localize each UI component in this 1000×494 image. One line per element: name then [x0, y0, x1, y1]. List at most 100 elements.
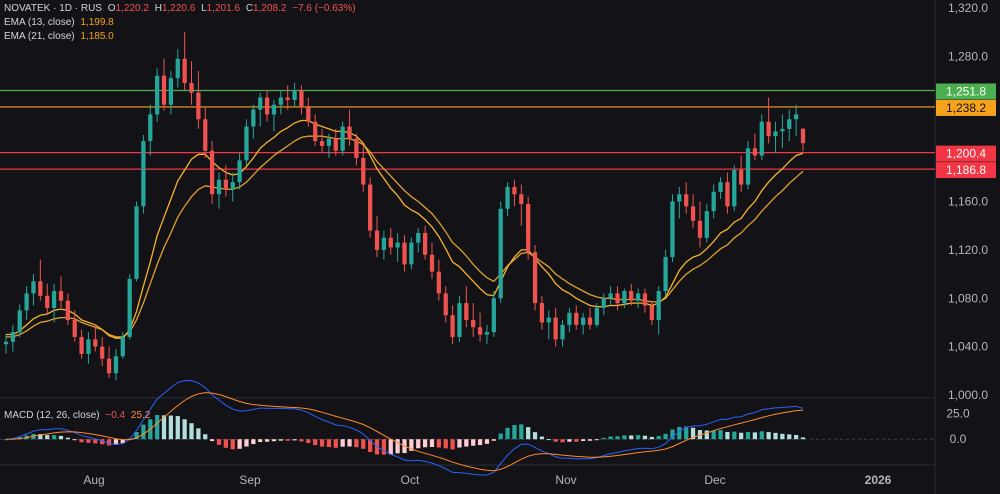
- macd-histogram-bar: [38, 434, 43, 440]
- candle-body: [251, 109, 256, 127]
- macd-histogram-bar: [615, 436, 620, 440]
- time-tick-label: 2026: [865, 473, 892, 487]
- macd-histogram-bar: [271, 439, 277, 442]
- candle-body: [182, 58, 187, 83]
- macd-tick-label: 25.0: [946, 406, 970, 420]
- macd-histogram-bar: [567, 439, 572, 442]
- macd-histogram-bar: [264, 439, 270, 442]
- change-value: −7.6 (−0.63%): [292, 3, 356, 14]
- macd-histogram-bar: [594, 439, 600, 441]
- candle-body: [601, 298, 606, 308]
- signal-line: [5, 392, 804, 472]
- macd-histogram-bar: [800, 437, 806, 440]
- candle-body: [134, 206, 139, 279]
- macd-histogram-bar: [285, 439, 290, 441]
- macd-histogram-bar: [93, 439, 98, 444]
- macd-histogram-bar: [773, 432, 778, 440]
- macd-histogram-bar: [484, 439, 490, 444]
- candle-body: [196, 92, 201, 120]
- candle-body: [745, 148, 751, 185]
- candle-body: [86, 339, 91, 354]
- candle-body: [381, 237, 387, 250]
- candle-body: [642, 293, 648, 306]
- candle-body: [292, 90, 297, 100]
- candle-body: [127, 278, 132, 337]
- macd-histogram-bar: [787, 434, 792, 440]
- macd-histogram-bar: [189, 423, 194, 440]
- macd-histogram-bar: [429, 439, 435, 447]
- candle-body: [443, 293, 448, 316]
- candle-body: [766, 121, 771, 137]
- macd-histogram-bar: [739, 432, 744, 440]
- candle-body: [725, 182, 730, 207]
- candle-body: [106, 358, 112, 374]
- candle-body: [340, 126, 345, 151]
- macd-histogram-bar: [175, 416, 180, 440]
- macd-histogram-bar: [526, 427, 531, 440]
- candle-body: [684, 194, 689, 207]
- price-level-tag: [936, 99, 996, 116]
- macd-histogram-bar: [319, 439, 325, 447]
- candle-body: [168, 78, 174, 105]
- candle-body: [79, 336, 84, 354]
- candle-body: [58, 290, 64, 301]
- candle-body: [656, 290, 661, 321]
- price-level-tag: [936, 83, 996, 100]
- low-value: 1,201.6: [206, 3, 241, 14]
- candle-body: [477, 327, 483, 335]
- high-value: 1,220.6: [161, 3, 196, 14]
- candle-body: [319, 141, 325, 146]
- macd-histogram-bar: [491, 439, 496, 441]
- high-label: H: [154, 3, 162, 14]
- macd-histogram-bar: [539, 436, 545, 440]
- candle-body: [203, 119, 208, 151]
- macd-histogram-bar: [622, 435, 627, 440]
- price-level-tag: [936, 145, 996, 162]
- macd-histogram-bar: [519, 424, 524, 440]
- open-value: 1,220.2: [115, 3, 149, 14]
- macd-histogram-bar: [649, 436, 654, 440]
- candle-body: [306, 107, 311, 122]
- macd-histogram-bar: [635, 435, 641, 440]
- candle-body: [587, 317, 593, 325]
- low-label: L: [201, 3, 207, 14]
- macd-histogram-bar: [409, 439, 414, 451]
- macd-histogram-bar: [237, 439, 242, 449]
- candle-body: [388, 237, 393, 248]
- macd-histogram-bar: [120, 439, 125, 444]
- ema21-value: 1,185.0: [80, 31, 114, 42]
- macd-legend[interactable]: MACD (12, 26, close) −0.4 25.2: [4, 409, 153, 423]
- macd-histogram-bar: [560, 439, 565, 443]
- candle-body: [704, 211, 709, 238]
- macd-line: [5, 379, 804, 476]
- candle-body: [299, 90, 304, 108]
- ema13-legend[interactable]: EMA (13, close) 1,199.8: [4, 16, 117, 30]
- candle-body: [512, 186, 517, 195]
- macd-histogram-bar: [656, 436, 661, 440]
- macd-histogram-bar: [416, 439, 421, 449]
- candle-body: [498, 208, 503, 299]
- macd-histogram-bar: [471, 439, 476, 446]
- candle-body: [718, 182, 723, 192]
- candle-body: [258, 97, 263, 110]
- ema21-legend[interactable]: EMA (21, close) 1,185.0: [4, 30, 117, 44]
- macd-histogram-bar: [340, 439, 345, 447]
- candle-body: [677, 194, 682, 202]
- symbol-label[interactable]: NOVATEK · 1D · RUS: [4, 3, 102, 14]
- candle-body: [148, 114, 153, 142]
- candle-body: [780, 128, 785, 132]
- macd-label: MACD (12, 26, close): [4, 410, 100, 421]
- candle-body: [491, 298, 496, 333]
- macd-histogram-bar: [642, 435, 648, 440]
- macd-histogram-bar: [72, 439, 77, 441]
- candle-body: [629, 290, 634, 301]
- candle-body: [526, 203, 531, 253]
- candle-body: [10, 332, 16, 342]
- macd-histogram-bar: [780, 433, 785, 440]
- candle-body: [237, 160, 242, 183]
- macd-histogram-bar: [505, 427, 510, 440]
- time-tick-label: Oct: [401, 473, 420, 487]
- candle-body: [113, 356, 119, 374]
- macd-histogram-bar: [51, 435, 57, 440]
